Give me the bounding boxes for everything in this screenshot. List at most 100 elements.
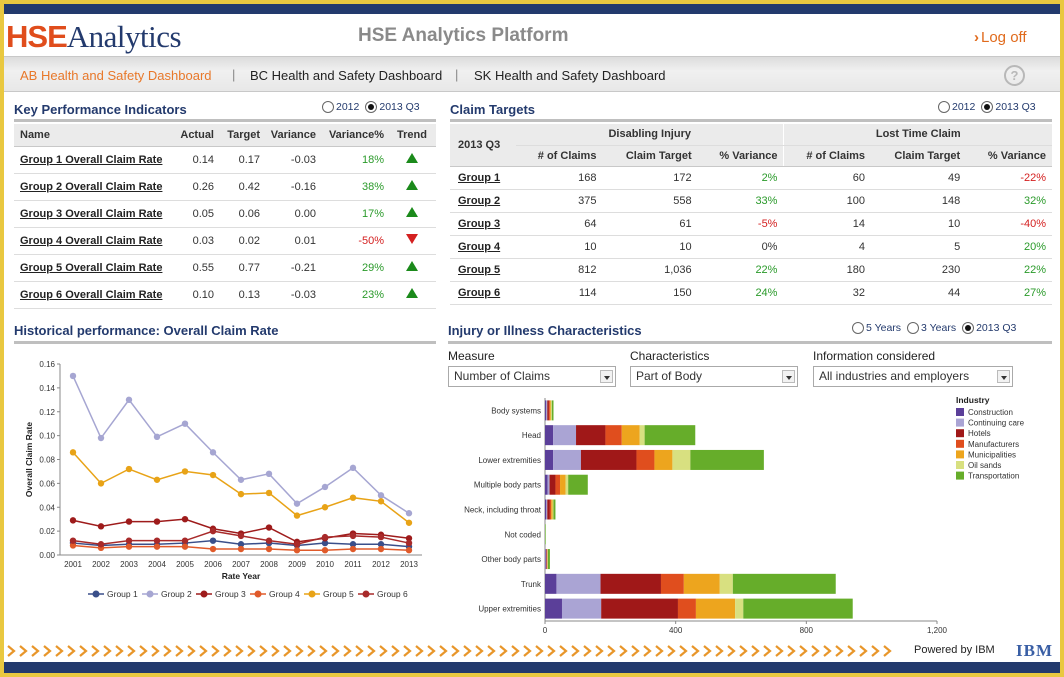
data-point[interactable] (209, 537, 217, 544)
bar-segment[interactable] (677, 598, 696, 619)
bar-segment[interactable] (545, 549, 547, 570)
tab-sk-dashboard[interactable]: SK Health and Safety Dashboard (474, 68, 666, 83)
tab-ab-dashboard[interactable]: AB Health and Safety Dashboard (20, 68, 212, 83)
data-point[interactable] (265, 470, 273, 478)
bar-segment[interactable] (576, 425, 606, 446)
data-point[interactable] (265, 489, 273, 497)
bar-segment[interactable] (545, 499, 547, 520)
bar-segment[interactable] (545, 449, 554, 470)
data-point[interactable] (181, 515, 189, 523)
injury-radio-2013q3[interactable] (962, 322, 975, 334)
data-point[interactable] (209, 471, 217, 479)
bar-segment[interactable] (568, 474, 588, 495)
bar-segment[interactable] (545, 474, 548, 495)
logout-link[interactable]: › Log off (974, 29, 1027, 46)
ct-group-link[interactable]: Group 6 (450, 281, 516, 305)
data-point[interactable] (69, 449, 77, 456)
ct-group-link[interactable]: Group 5 (450, 258, 516, 282)
data-point[interactable] (125, 537, 133, 544)
data-point[interactable] (97, 541, 105, 548)
data-point[interactable] (349, 494, 357, 501)
data-point[interactable] (181, 543, 189, 550)
data-point[interactable] (349, 464, 357, 472)
kpi-row-name-link[interactable]: Group 1 Overall Claim Rate (14, 146, 172, 174)
data-point[interactable] (265, 545, 273, 553)
bar-segment[interactable] (547, 474, 550, 495)
bar-segment[interactable] (683, 573, 720, 594)
bar-segment[interactable] (555, 474, 561, 495)
bar-segment[interactable] (549, 499, 552, 520)
ct-group-link[interactable]: Group 1 (450, 166, 516, 190)
bar-segment[interactable] (545, 400, 546, 421)
data-point[interactable] (405, 539, 413, 547)
data-point[interactable] (237, 541, 245, 548)
bar-segment[interactable] (547, 549, 550, 570)
kpi-radio-2012[interactable] (322, 101, 334, 113)
bar-segment[interactable] (672, 449, 691, 470)
bar-segment[interactable] (605, 425, 622, 446)
bar-segment[interactable] (545, 598, 562, 619)
data-point[interactable] (97, 434, 105, 442)
data-point[interactable] (237, 476, 245, 483)
data-point[interactable] (181, 468, 189, 475)
data-point[interactable] (321, 504, 329, 511)
data-point[interactable] (153, 433, 161, 441)
data-point[interactable] (209, 545, 217, 553)
data-point[interactable] (125, 543, 133, 550)
bar-segment[interactable] (553, 449, 581, 470)
data-point[interactable] (153, 518, 161, 525)
data-point[interactable] (377, 492, 385, 499)
data-point[interactable] (97, 480, 105, 487)
data-point[interactable] (349, 545, 357, 553)
data-point[interactable] (405, 519, 413, 526)
data-point[interactable] (69, 542, 77, 549)
data-point[interactable] (293, 500, 301, 507)
bar-segment[interactable] (561, 598, 602, 619)
data-point[interactable] (293, 547, 301, 554)
bar-segment[interactable] (553, 499, 556, 520)
data-point[interactable] (349, 541, 357, 548)
bar-segment[interactable] (690, 449, 764, 470)
data-point[interactable] (377, 498, 385, 505)
bar-segment[interactable] (556, 573, 601, 594)
bar-segment[interactable] (545, 400, 548, 421)
tab-bc-dashboard[interactable]: BC Health and Safety Dashboard (250, 68, 443, 83)
data-point[interactable] (293, 512, 301, 519)
data-point[interactable] (321, 547, 329, 554)
bar-segment[interactable] (600, 573, 661, 594)
data-point[interactable] (125, 396, 133, 404)
kpi-row-name-link[interactable]: Group 2 Overall Claim Rate (14, 173, 172, 201)
data-point[interactable] (181, 537, 189, 544)
bar-segment[interactable] (553, 425, 577, 446)
ct-group-link[interactable]: Group 3 (450, 212, 516, 236)
characteristics-select[interactable]: Part of Body (630, 366, 798, 387)
ct-group-link[interactable]: Group 2 (450, 189, 516, 213)
bar-segment[interactable] (743, 598, 853, 619)
data-point[interactable] (265, 537, 273, 544)
bar-segment[interactable] (735, 598, 744, 619)
data-point[interactable] (237, 545, 245, 553)
bar-segment[interactable] (545, 573, 557, 594)
bar-segment[interactable] (546, 549, 547, 570)
bar-segment[interactable] (545, 524, 546, 545)
ct-group-link[interactable]: Group 4 (450, 235, 516, 259)
data-point[interactable] (209, 527, 217, 535)
data-point[interactable] (321, 539, 329, 547)
bar-segment[interactable] (547, 400, 549, 421)
bar-segment[interactable] (636, 449, 655, 470)
data-point[interactable] (69, 537, 77, 544)
bar-segment[interactable] (560, 474, 566, 495)
data-point[interactable] (125, 465, 133, 473)
bar-segment[interactable] (732, 573, 836, 594)
data-point[interactable] (321, 533, 329, 541)
bar-segment[interactable] (549, 474, 556, 495)
bar-segment[interactable] (549, 400, 551, 421)
data-point[interactable] (293, 541, 301, 548)
data-point[interactable] (377, 541, 385, 548)
kpi-row-name-link[interactable]: Group 3 Overall Claim Rate (14, 200, 172, 228)
data-point[interactable] (405, 547, 413, 554)
bar-segment[interactable] (552, 499, 554, 520)
bar-segment[interactable] (547, 499, 550, 520)
bar-segment[interactable] (545, 549, 546, 570)
bar-segment[interactable] (551, 400, 554, 421)
